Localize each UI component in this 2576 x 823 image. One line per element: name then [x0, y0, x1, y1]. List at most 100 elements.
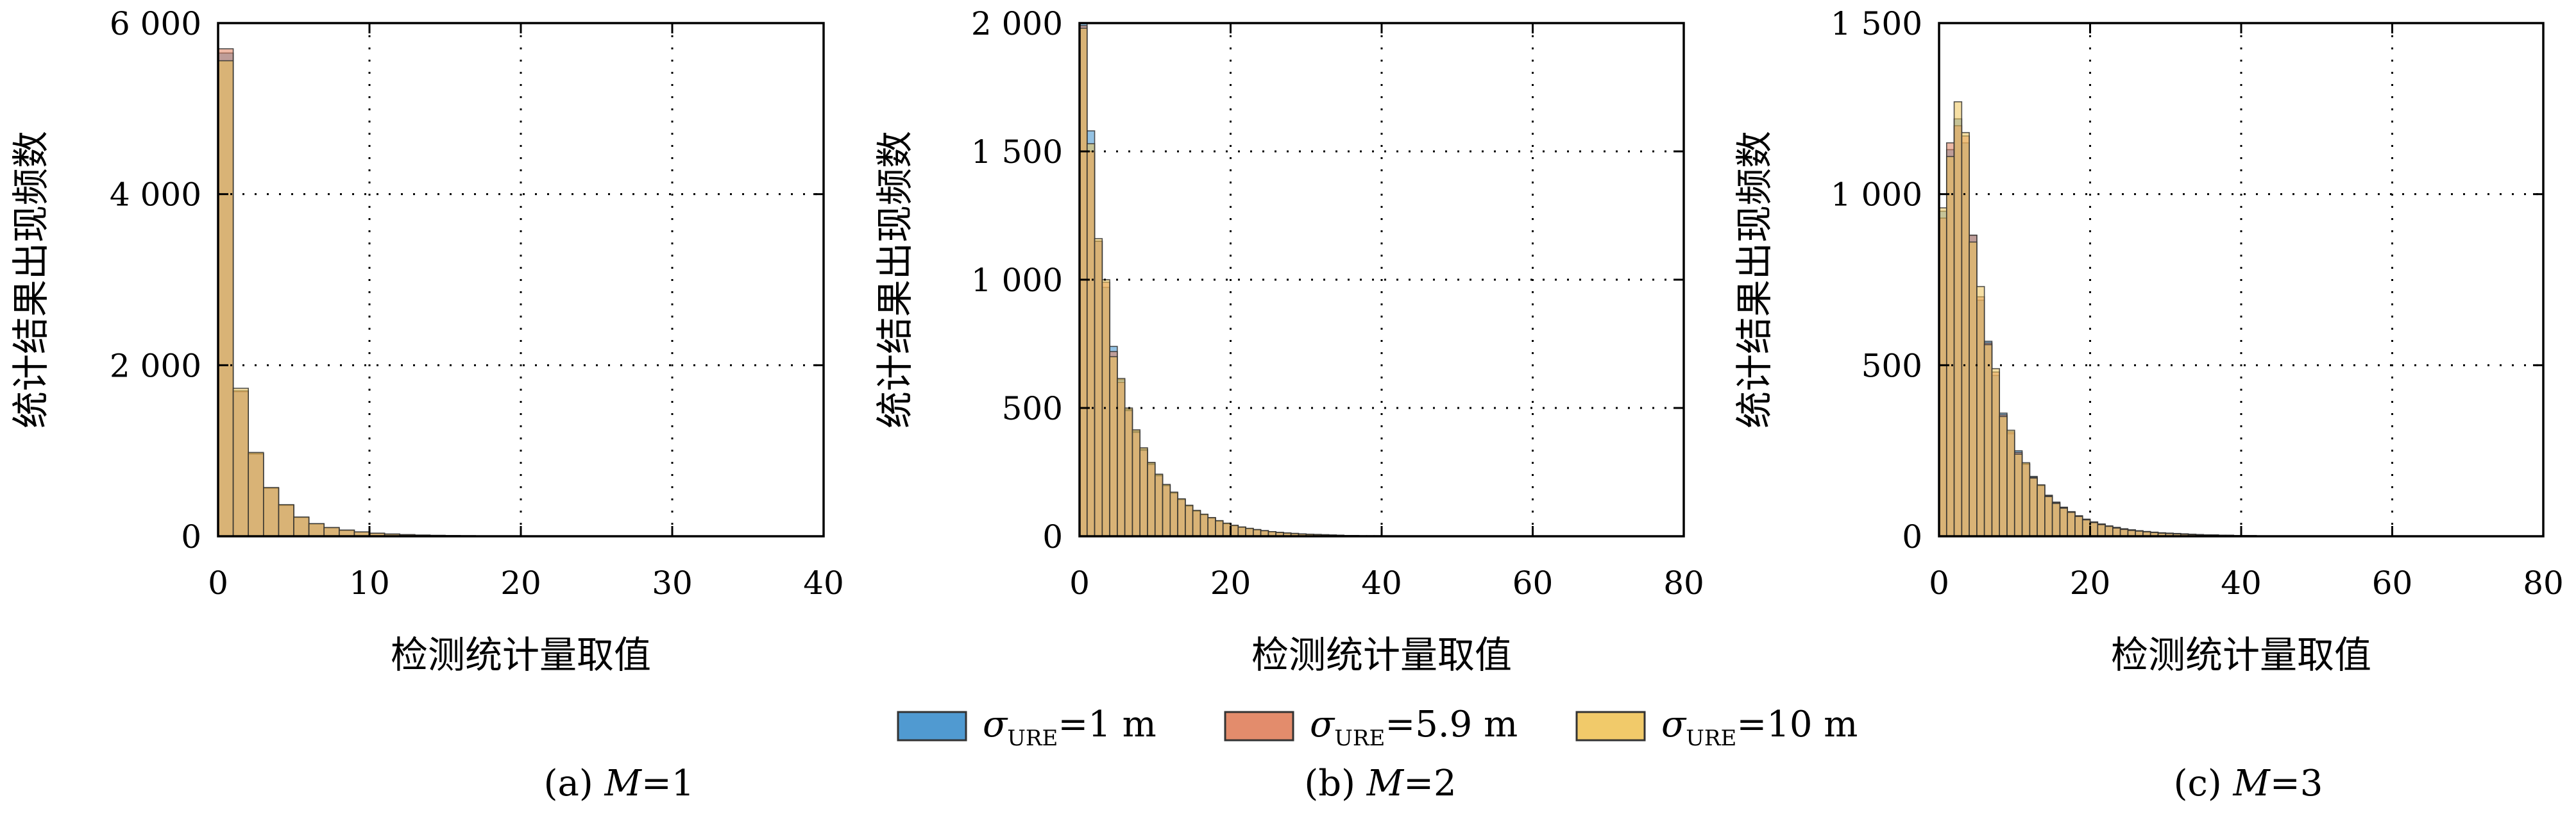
- x-tick-label: 20: [500, 564, 541, 602]
- y-tick-label: 500: [1861, 347, 1922, 384]
- bar: [2081, 519, 2091, 537]
- bar: [262, 487, 280, 537]
- y-tick-label: 4 000: [110, 176, 201, 214]
- axes: 0 20 40 60 80 0 500 1 000 1 500: [1831, 5, 2564, 602]
- bar: [1945, 156, 1955, 537]
- bar: [1101, 279, 1110, 537]
- caption-value: =2: [1403, 763, 1457, 804]
- x-tick-label: 40: [2221, 564, 2262, 602]
- legend-item-1: σURE=1 m: [897, 704, 1157, 751]
- bar: [293, 516, 310, 537]
- legend-label: σURE=1 m: [983, 704, 1157, 751]
- bar: [2105, 525, 2114, 537]
- bar: [2029, 477, 2038, 537]
- bar: [1230, 524, 1239, 537]
- y-tick-label: 0: [181, 518, 201, 556]
- bar: [2089, 522, 2099, 537]
- bar: [1185, 504, 1194, 537]
- bar: [1961, 132, 1970, 537]
- bar: [2097, 524, 2106, 537]
- y-tick-label: 0: [1042, 518, 1063, 556]
- y-axis-label: 统计结果出现频数: [1733, 131, 1776, 428]
- y-tick-label: 2 000: [971, 5, 1063, 42]
- bar: [308, 523, 325, 537]
- series-2: [217, 48, 613, 537]
- series-3: [1079, 28, 1420, 537]
- bar: [2044, 496, 2053, 537]
- legend-value: =10 m: [1736, 704, 1858, 745]
- bar: [1953, 101, 1963, 537]
- legend-symbol: σ: [983, 704, 1008, 745]
- chart-panel-2: 0 20 40 60 80 0 500 1 000 1 500 2 000 检测统计量取值 统计结果出…: [873, 5, 1704, 804]
- y-tick-label: 1 500: [1831, 5, 1922, 42]
- legend-value: =1 m: [1058, 704, 1156, 745]
- bar: [2059, 507, 2068, 537]
- series-3: [1938, 101, 2287, 537]
- caption-variable: M: [2232, 763, 2271, 804]
- bar: [1976, 285, 1985, 537]
- legend-label: σURE=5.9 m: [1310, 704, 1518, 751]
- bar: [278, 504, 294, 537]
- bar: [323, 527, 340, 537]
- x-tick-label: 60: [1513, 564, 1554, 602]
- y-axis-label: 统计结果出现频数: [873, 131, 917, 428]
- legend-swatch: [897, 711, 967, 742]
- caption-prefix: (a): [544, 763, 605, 804]
- bar: [1983, 344, 1993, 537]
- bar: [2074, 516, 2083, 537]
- legend-label: σURE=10 m: [1661, 704, 1858, 751]
- y-tick-label: 0: [1902, 518, 1922, 556]
- bars: [217, 48, 613, 537]
- legend-subscript: URE: [1686, 725, 1736, 751]
- legend-item-2: σURE=5.9 m: [1224, 704, 1518, 751]
- legend-subscript: URE: [1007, 725, 1058, 751]
- bar: [2037, 484, 2046, 537]
- panel-caption: (c) M=3: [2174, 763, 2323, 804]
- bar: [2013, 454, 2023, 537]
- bar: [1147, 461, 1156, 537]
- legend-item-3: σURE=10 m: [1575, 704, 1858, 751]
- bar: [1938, 207, 1947, 537]
- bar: [2067, 511, 2076, 537]
- bar: [1207, 516, 1216, 537]
- bar: [2021, 462, 2031, 537]
- bar: [2006, 429, 2015, 537]
- bar: [1109, 356, 1118, 537]
- bar: [2112, 527, 2121, 537]
- x-tick-label: 0: [1069, 564, 1090, 602]
- bar: [1192, 509, 1201, 537]
- legend: σURE=1 m σURE=5.9 m σURE=10 m: [897, 704, 1858, 751]
- bar: [1991, 368, 2000, 537]
- x-tick-label: 20: [2070, 564, 2111, 602]
- bar: [1086, 143, 1096, 537]
- axes: 0 20 40 60 80 0 500 1 000 1 500 2 000: [971, 5, 1704, 602]
- grid: [1939, 23, 2543, 536]
- caption-prefix: (c): [2174, 763, 2233, 804]
- x-tick-label: 60: [2372, 564, 2413, 602]
- legend-symbol: σ: [1310, 704, 1335, 745]
- bars: [1938, 101, 2295, 537]
- x-tick-label: 0: [1929, 564, 1949, 602]
- panel-caption: (b) M=2: [1304, 763, 1456, 804]
- bar: [1079, 28, 1088, 537]
- legend-subscript: URE: [1334, 725, 1385, 751]
- bar: [217, 60, 234, 537]
- bar: [248, 452, 264, 537]
- caption-value: =3: [2270, 763, 2323, 804]
- x-tick-label: 40: [803, 564, 844, 602]
- bar: [1154, 473, 1164, 537]
- caption-prefix: (b): [1304, 763, 1366, 804]
- axes: 0 10 20 30 40 0 2 000 4 000 6 000: [110, 5, 844, 602]
- legend-symbol: σ: [1661, 704, 1687, 745]
- series-3: [217, 60, 613, 537]
- y-tick-label: 2 000: [110, 347, 201, 384]
- y-tick-label: 6 000: [110, 5, 201, 42]
- x-tick-label: 80: [2523, 564, 2564, 602]
- bar: [2051, 502, 2061, 537]
- series-1: [217, 52, 613, 537]
- bar: [1199, 513, 1208, 537]
- legend-value: =5.9 m: [1385, 704, 1518, 745]
- panel-caption: (a) M=1: [544, 763, 695, 804]
- bar: [1237, 526, 1246, 537]
